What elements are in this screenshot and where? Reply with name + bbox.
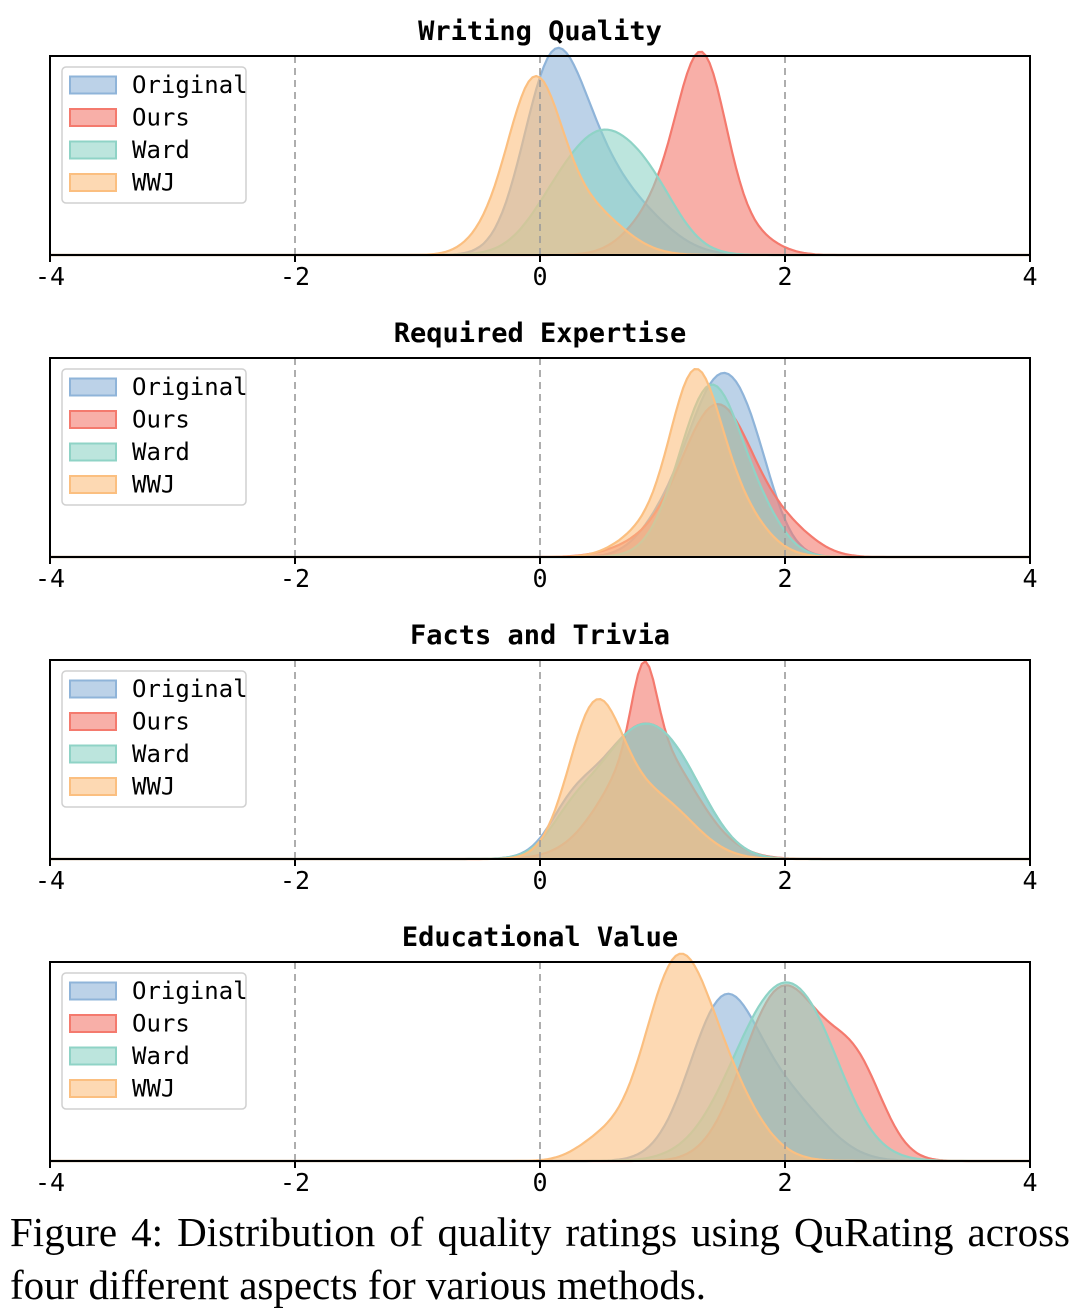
- legend-label-ours: Ours: [132, 1010, 190, 1038]
- legend-swatch-wwj: [69, 1079, 117, 1098]
- legend-swatch-ours: [69, 410, 117, 429]
- x-tick-label: 0: [532, 866, 547, 895]
- legend-swatch-wwj: [69, 173, 117, 192]
- x-tick-label: -4: [35, 262, 65, 291]
- legend-swatch-ward: [69, 442, 117, 462]
- legend-label-original: Original: [132, 373, 248, 401]
- legend-swatch-original: [69, 377, 117, 397]
- legend-label-ward: Ward: [132, 438, 190, 466]
- legend-label-original: Original: [132, 675, 248, 703]
- x-tick-label: 2: [777, 1168, 792, 1197]
- x-tick-label: 2: [777, 262, 792, 291]
- legend-swatch-ward: [69, 744, 117, 764]
- figure-caption: Figure 4: Distribution of quality rating…: [10, 1209, 1070, 1308]
- x-tick-label: 4: [1022, 564, 1037, 593]
- legend-label-ours: Ours: [132, 708, 190, 736]
- x-tick-label: 4: [1022, 1168, 1037, 1197]
- x-tick-label: 4: [1022, 866, 1037, 895]
- legend-label-ward: Ward: [132, 740, 190, 768]
- x-tick-label: -2: [280, 564, 310, 593]
- legend-label-wwj: WWJ: [132, 471, 175, 499]
- legend-swatch-ours: [69, 1014, 117, 1033]
- legend-swatch-ward: [69, 140, 117, 160]
- legend-label-wwj: WWJ: [132, 169, 175, 197]
- legend-swatch-original: [69, 679, 117, 699]
- legend-box: [61, 368, 247, 506]
- panel-title: Writing Quality: [418, 16, 662, 47]
- figure: Writing Quality -4 -2 0 2 4 Original Ours Ward WW…: [35, 16, 1038, 1197]
- x-tick-label: 2: [777, 866, 792, 895]
- x-tick-label: -4: [35, 866, 65, 895]
- legend-box: [61, 972, 247, 1110]
- legend-swatch-wwj: [69, 475, 117, 494]
- legend-box: [61, 670, 247, 808]
- legend-label-ours: Ours: [132, 406, 190, 434]
- legend-swatch-ours: [69, 712, 117, 731]
- x-tick-label: 2: [777, 564, 792, 593]
- legend-swatch-original: [69, 75, 117, 95]
- panel-title: Educational Value: [402, 922, 678, 953]
- legend-swatch-wwj: [69, 777, 117, 796]
- legend-box: [61, 66, 247, 204]
- x-tick-label: -2: [280, 866, 310, 895]
- x-tick-label: -4: [35, 564, 65, 593]
- panel-title: Facts and Trivia: [410, 620, 670, 651]
- legend-label-ours: Ours: [132, 104, 190, 132]
- x-tick-label: -2: [280, 262, 310, 291]
- legend-label-original: Original: [132, 977, 248, 1005]
- panel-title: Required Expertise: [394, 318, 687, 349]
- legend-label-wwj: WWJ: [132, 773, 175, 801]
- legend-swatch-original: [69, 981, 117, 1001]
- x-tick-label: -4: [35, 1168, 65, 1197]
- x-tick-label: -2: [280, 1168, 310, 1197]
- legend-label-original: Original: [132, 71, 248, 99]
- x-tick-label: 0: [532, 262, 547, 291]
- x-tick-label: 0: [532, 1168, 547, 1197]
- x-tick-label: 0: [532, 564, 547, 593]
- legend-label-wwj: WWJ: [132, 1075, 175, 1103]
- legend-swatch-ours: [69, 108, 117, 127]
- legend-label-ward: Ward: [132, 1042, 190, 1070]
- legend-swatch-ward: [69, 1046, 117, 1066]
- legend-label-ward: Ward: [132, 136, 190, 164]
- x-tick-label: 4: [1022, 262, 1037, 291]
